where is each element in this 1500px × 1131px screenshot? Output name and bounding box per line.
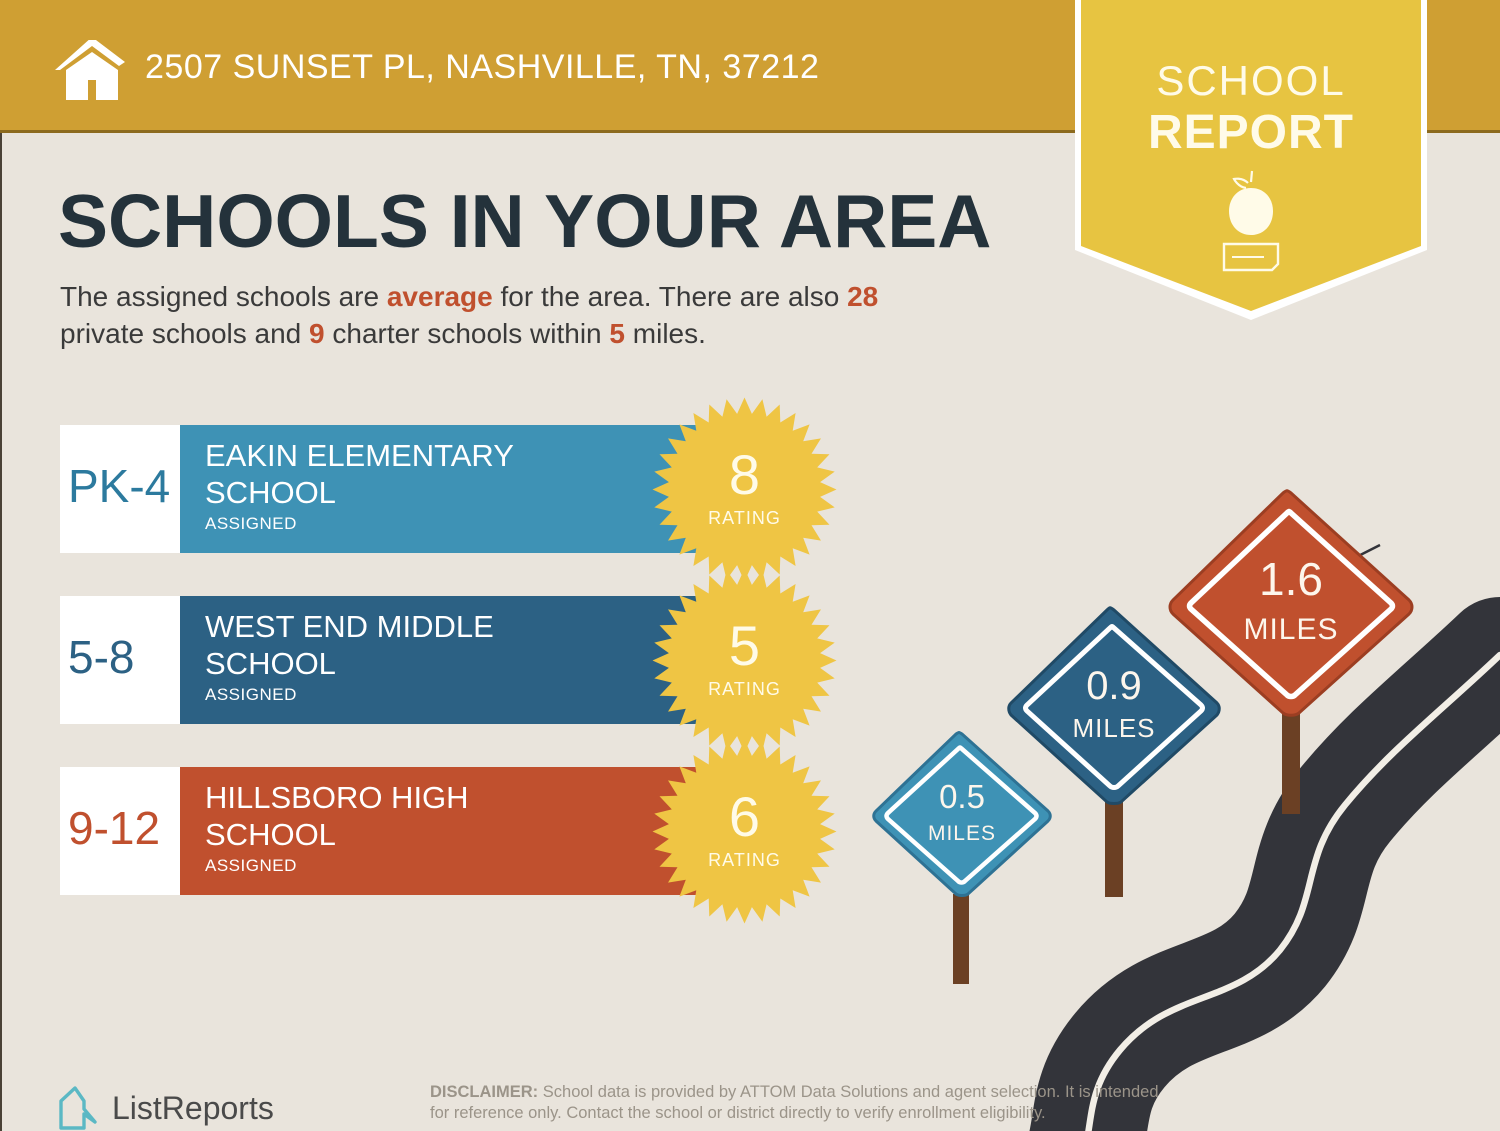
svg-text:RATING: RATING xyxy=(708,850,781,870)
svg-text:MILES: MILES xyxy=(1243,613,1338,646)
svg-text:MILES: MILES xyxy=(1072,713,1155,743)
svg-text:0.9: 0.9 xyxy=(1086,664,1142,708)
svg-text:REPORT: REPORT xyxy=(1148,106,1354,159)
svg-text:RATING: RATING xyxy=(708,508,781,528)
svg-text:0.5: 0.5 xyxy=(939,778,985,815)
svg-text:5: 5 xyxy=(729,614,760,677)
svg-text:RATING: RATING xyxy=(708,679,781,699)
svg-text:8: 8 xyxy=(729,443,760,506)
svg-text:SCHOOL: SCHOOL xyxy=(1156,57,1345,104)
svg-text:MILES: MILES xyxy=(928,822,996,845)
svg-text:1.6: 1.6 xyxy=(1259,553,1323,605)
svg-text:6: 6 xyxy=(729,785,760,848)
